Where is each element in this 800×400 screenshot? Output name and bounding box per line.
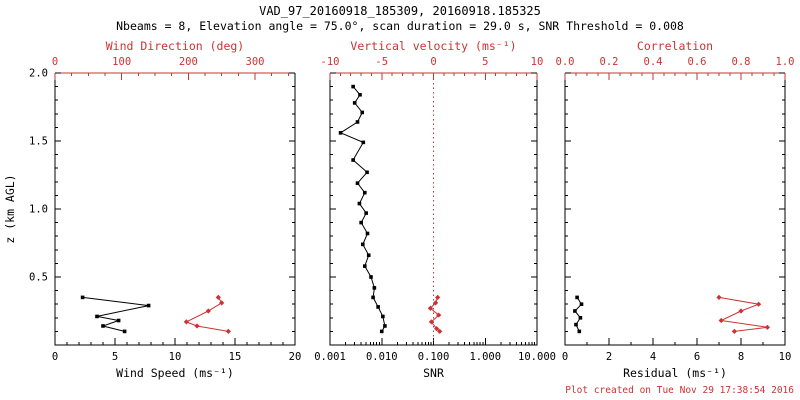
svg-text:10: 10 [169, 351, 182, 363]
svg-text:10: 10 [779, 351, 792, 363]
svg-text:0: 0 [52, 56, 58, 68]
svg-text:4: 4 [650, 351, 656, 363]
svg-text:20: 20 [289, 351, 302, 363]
svg-text:10: 10 [531, 56, 544, 68]
svg-text:1.000: 1.000 [469, 351, 501, 363]
svg-text:0: 0 [562, 351, 568, 363]
svg-text:5: 5 [482, 56, 488, 68]
svg-text:0.010: 0.010 [366, 351, 398, 363]
svg-text:0.2: 0.2 [600, 56, 619, 68]
wind-speed-series [80, 295, 151, 334]
snr-series [338, 84, 387, 334]
wind-direction-series [183, 294, 231, 334]
snr-panel: 0.001 0.010 0.100 1.000 10.000 SNR -10 -5 0 5 10 Ve… [314, 39, 556, 380]
svg-text:Correlation: Correlation [637, 39, 713, 53]
svg-text:0.8: 0.8 [732, 56, 751, 68]
svg-text:2: 2 [606, 351, 612, 363]
svg-text:0.100: 0.100 [418, 351, 450, 363]
svg-text:SNR: SNR [423, 366, 444, 380]
svg-text:200: 200 [179, 56, 198, 68]
svg-text:0: 0 [52, 351, 58, 363]
svg-text:15: 15 [229, 351, 242, 363]
plot-title: VAD_97_20160918_185309, 20160918.185325 [259, 4, 541, 18]
svg-text:6: 6 [694, 351, 700, 363]
correlation-series [716, 294, 770, 334]
svg-text:-10: -10 [321, 56, 340, 68]
svg-text:Vertical velocity (ms⁻¹): Vertical velocity (ms⁻¹) [350, 39, 516, 53]
svg-text:Wind Speed (ms⁻¹): Wind Speed (ms⁻¹) [116, 366, 234, 380]
svg-text:300: 300 [246, 56, 265, 68]
svg-text:100: 100 [112, 56, 131, 68]
svg-text:0.5: 0.5 [29, 272, 48, 284]
svg-text:Wind Direction (deg): Wind Direction (deg) [106, 39, 244, 53]
svg-text:2.0: 2.0 [29, 68, 48, 80]
svg-text:1.0: 1.0 [29, 204, 48, 216]
svg-text:1.0: 1.0 [776, 56, 795, 68]
svg-text:-5: -5 [375, 56, 388, 68]
svg-text:Residual (ms⁻¹): Residual (ms⁻¹) [623, 366, 727, 380]
svg-text:5: 5 [112, 351, 118, 363]
svg-text:z (km AGL): z (km AGL) [3, 174, 17, 243]
svg-text:0: 0 [430, 56, 436, 68]
svg-text:10.000: 10.000 [518, 351, 556, 363]
plot-timestamp: Plot created on Tue Nov 29 17:38:54 2016 [565, 385, 794, 396]
svg-text:0.4: 0.4 [644, 56, 663, 68]
wind-panel: 0.5 1.0 1.5 2.0 0 5 10 15 20 Wind Speed (ms⁻¹) 0 10… [3, 39, 301, 380]
svg-text:0.6: 0.6 [688, 56, 707, 68]
svg-text:0.0: 0.0 [556, 56, 575, 68]
residual-panel: 0 2 4 6 8 10 Residual (ms⁻¹) 0.0 0.2 0.4 0.6 0.8 1.0… [556, 39, 795, 380]
residual-series [573, 295, 584, 334]
vertical-velocity-series [427, 294, 443, 334]
plot-subtitle: Nbeams = 8, Elevation angle = 75.0°, sca… [116, 19, 684, 33]
svg-text:0.001: 0.001 [314, 351, 346, 363]
svg-text:1.5: 1.5 [29, 136, 48, 148]
svg-text:8: 8 [738, 351, 744, 363]
